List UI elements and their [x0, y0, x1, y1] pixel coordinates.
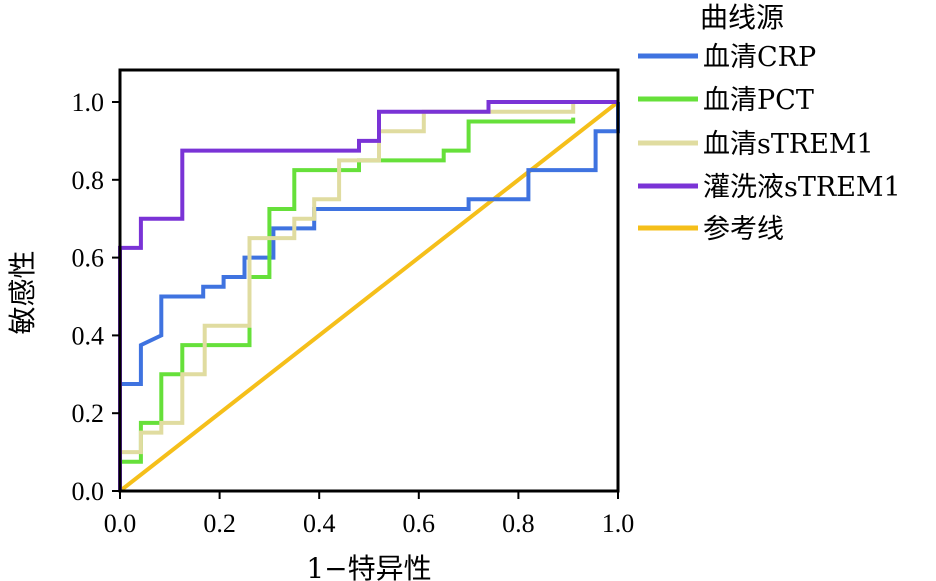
y-tick-label: 0.4	[72, 321, 105, 350]
x-tick-label: 1.0	[602, 509, 635, 538]
legend-entry-2: 血清sTREM1	[703, 129, 874, 160]
y-axis-label: 敏感性	[6, 250, 39, 334]
y-tick-label: 0.6	[72, 244, 105, 273]
legend-entry-4: 参考线	[703, 214, 784, 245]
series-line-1	[118, 117, 576, 491]
series-line-0	[118, 102, 620, 491]
x-tick-label: 0.6	[403, 509, 436, 538]
y-tick-label: 0.0	[72, 477, 105, 506]
plot-lines	[118, 100, 620, 493]
legend: 曲线源 血清CRP 血清PCT 血清sTREM1 灌洗液sTREM1 参考线	[638, 1, 901, 245]
series-line-4	[118, 100, 620, 493]
y-tick-label: 1.0	[72, 88, 105, 117]
legend-entry-3: 灌洗液sTREM1	[703, 172, 901, 203]
axis-ticks: 0.0 0.2 0.4 0.6 0.8 1.0 0.0 0.2 0.4 0.6 0.8 1.0	[72, 88, 635, 538]
legend-entry-1: 血清PCT	[703, 85, 814, 116]
x-axis-label: 1−特异性	[306, 552, 431, 581]
series-line-2	[118, 102, 576, 491]
plot-frame	[118, 68, 620, 493]
x-tick-label: 0.0	[104, 509, 137, 538]
series-line-3	[118, 100, 618, 491]
y-tick-label: 0.2	[72, 399, 105, 428]
x-tick-label: 0.2	[203, 509, 236, 538]
legend-entry-0: 血清CRP	[703, 42, 816, 73]
legend-title: 曲线源	[700, 1, 784, 34]
y-tick-label: 0.8	[72, 166, 105, 195]
x-tick-label: 0.4	[303, 509, 336, 538]
x-tick-label: 0.8	[502, 509, 535, 538]
